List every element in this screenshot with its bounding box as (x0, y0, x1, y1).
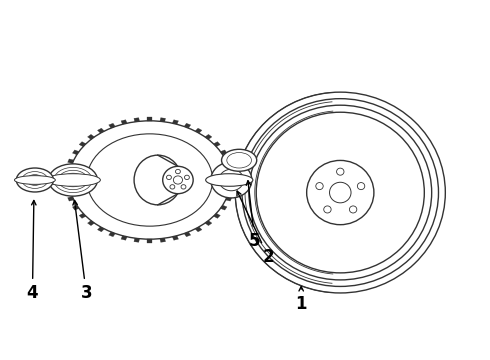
Bar (88, 221, 95, 226)
Bar (172, 120, 178, 124)
Bar (121, 120, 127, 124)
Ellipse shape (163, 166, 193, 194)
Bar (160, 238, 166, 242)
Ellipse shape (357, 183, 365, 190)
Bar (121, 236, 127, 240)
Ellipse shape (173, 176, 182, 184)
Bar (205, 221, 212, 226)
Bar (220, 150, 227, 155)
Bar (229, 188, 235, 192)
Ellipse shape (206, 174, 253, 186)
Bar (88, 134, 95, 139)
Bar (98, 128, 104, 133)
Bar (65, 188, 71, 192)
Bar (225, 197, 232, 201)
Text: 2: 2 (237, 191, 274, 266)
Ellipse shape (69, 121, 230, 239)
Ellipse shape (235, 92, 445, 293)
Bar (73, 205, 79, 210)
Bar (73, 150, 79, 155)
Bar (147, 117, 152, 121)
Ellipse shape (184, 175, 189, 180)
Bar (68, 159, 74, 163)
Ellipse shape (307, 161, 374, 225)
Bar (195, 128, 202, 133)
Ellipse shape (49, 164, 98, 196)
Bar (184, 232, 191, 237)
Ellipse shape (219, 169, 244, 191)
Ellipse shape (175, 169, 180, 174)
Bar (160, 118, 166, 122)
Text: 4: 4 (26, 201, 38, 302)
Bar (195, 227, 202, 232)
Bar (229, 168, 235, 172)
Bar (172, 236, 178, 240)
Bar (109, 232, 115, 237)
Bar (98, 227, 104, 232)
Bar (214, 213, 220, 218)
Ellipse shape (324, 206, 331, 213)
Bar (79, 142, 86, 147)
Ellipse shape (16, 168, 53, 192)
Ellipse shape (211, 162, 252, 198)
Bar (225, 159, 232, 163)
Ellipse shape (87, 134, 213, 226)
Bar (65, 168, 71, 172)
Ellipse shape (316, 183, 323, 190)
Ellipse shape (329, 182, 351, 203)
Ellipse shape (134, 155, 181, 205)
Ellipse shape (221, 149, 257, 171)
Ellipse shape (349, 206, 357, 213)
Text: 3: 3 (73, 201, 92, 302)
Bar (134, 238, 140, 242)
Ellipse shape (181, 185, 186, 189)
Bar (147, 239, 152, 243)
Bar (220, 205, 227, 210)
Ellipse shape (15, 176, 55, 184)
Bar (109, 123, 115, 128)
Ellipse shape (337, 168, 344, 175)
Bar (184, 123, 191, 128)
Bar (205, 134, 212, 139)
Ellipse shape (227, 153, 251, 168)
Bar (214, 142, 220, 147)
Bar (230, 178, 235, 182)
Text: 1: 1 (295, 287, 307, 313)
Bar (68, 197, 74, 201)
Bar (134, 118, 140, 122)
Bar (79, 213, 86, 218)
Ellipse shape (167, 175, 172, 180)
Text: 5: 5 (246, 181, 261, 250)
Bar (64, 178, 69, 182)
Ellipse shape (170, 185, 175, 189)
Ellipse shape (46, 174, 100, 186)
